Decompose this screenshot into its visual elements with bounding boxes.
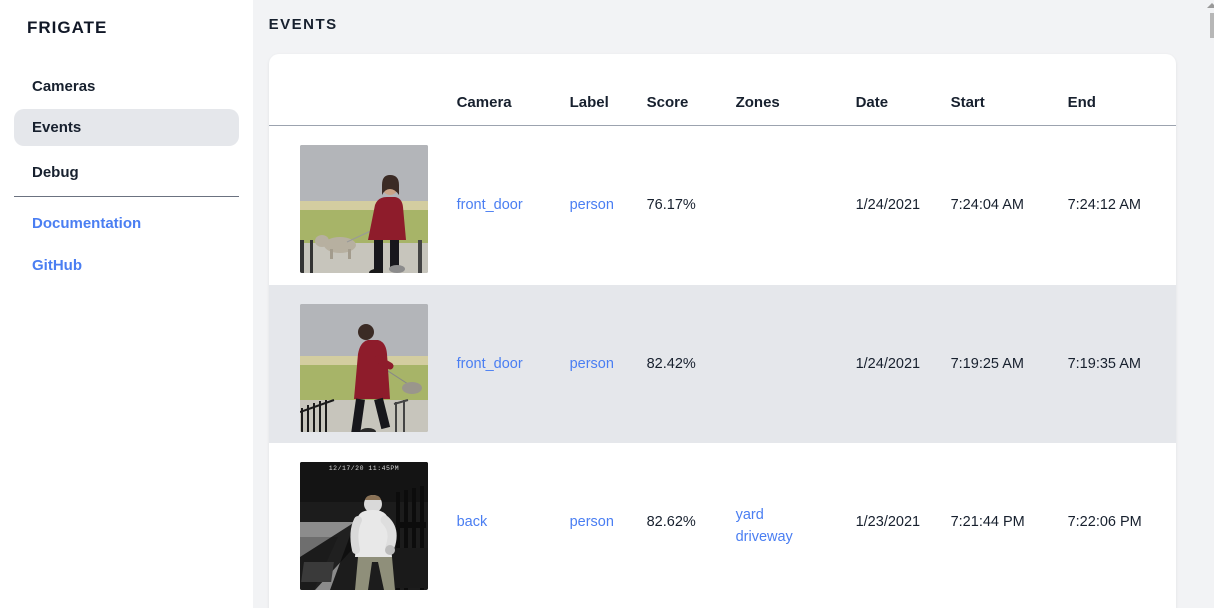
svg-text:12/17/20 11:45PM: 12/17/20 11:45PM [328,465,398,472]
